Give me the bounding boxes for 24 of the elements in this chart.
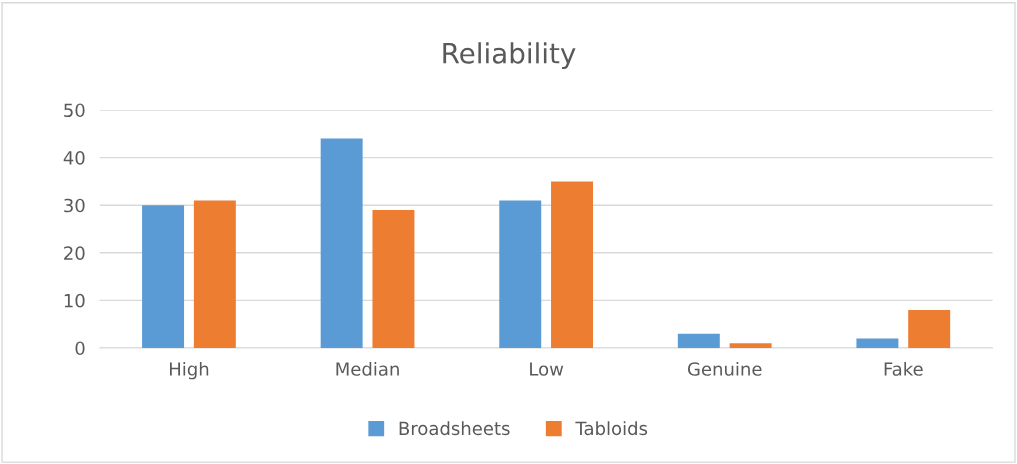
y-tick-label: 50 bbox=[64, 103, 85, 118]
bar bbox=[729, 343, 772, 348]
y-tick-label: 30 bbox=[64, 198, 85, 213]
bar bbox=[908, 309, 951, 348]
x-tick-label: Median bbox=[336, 361, 399, 376]
bar bbox=[193, 200, 236, 348]
bar bbox=[142, 205, 185, 348]
bar bbox=[856, 338, 899, 348]
legend-label: Tabloids bbox=[575, 421, 648, 436]
bar bbox=[677, 333, 720, 348]
x-tick-label: High bbox=[169, 361, 209, 380]
y-tick-label: 10 bbox=[64, 293, 85, 308]
x-tick-label: Low bbox=[530, 362, 564, 376]
bar bbox=[551, 181, 594, 348]
y-tick-label: 20 bbox=[64, 246, 85, 260]
bar bbox=[320, 138, 363, 348]
x-tick-label: Genuine bbox=[687, 361, 762, 376]
x-tick-label: Fake bbox=[884, 361, 923, 376]
bar bbox=[499, 200, 542, 348]
chart-title: Reliability bbox=[443, 42, 576, 70]
y-tick-label: 40 bbox=[63, 151, 85, 165]
bar bbox=[372, 209, 415, 348]
y-tick-label: 0 bbox=[75, 341, 85, 356]
legend-label: Broadsheets bbox=[399, 421, 510, 436]
